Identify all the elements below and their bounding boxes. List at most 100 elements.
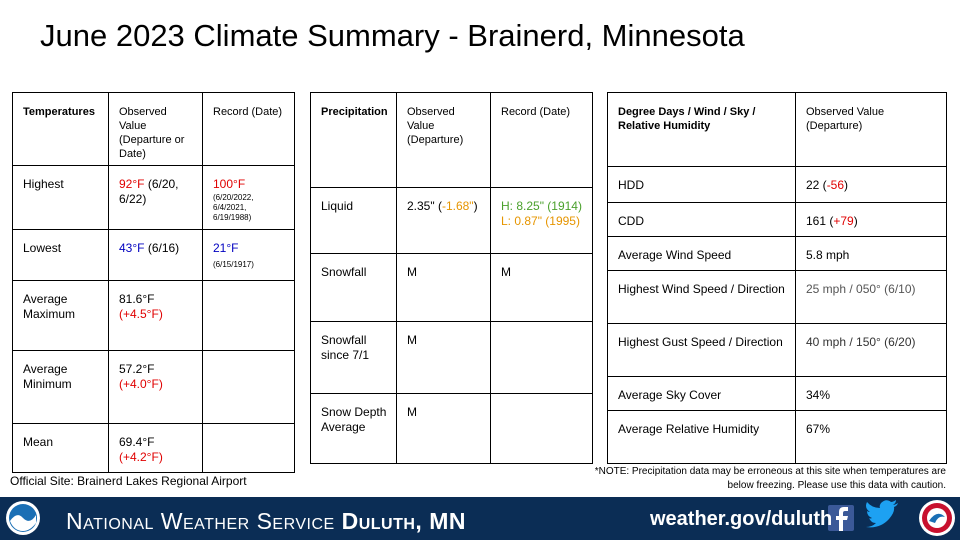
twitter-icon[interactable] [866, 500, 898, 528]
cell-line: Snow Depth [321, 405, 388, 420]
cell-line: M [407, 405, 482, 420]
cell-line: Average Relative Humidity [618, 422, 787, 437]
table-row: Liquid 2.35" (-1.68") H: 8.25" (1914) L: 0.… [310, 187, 593, 254]
official-site: Official Site: Brainerd Lakes Regional A… [10, 474, 247, 488]
table-cell [202, 423, 295, 473]
cell-text: L: 0.87" (1995) [501, 214, 580, 228]
table-cell: CDD [607, 202, 796, 237]
cell-text: 2.35" ( [407, 199, 442, 213]
cell-line: M [407, 265, 482, 280]
header-cell: Observed Value (Departure or Date) [108, 92, 203, 166]
cell-text: (6/16) [144, 241, 180, 255]
cell-line: 5.8 mph [806, 248, 938, 263]
cell-line: Maximum [23, 307, 100, 322]
table-cell: M [490, 253, 593, 322]
table-cell: H: 8.25" (1914) L: 0.87" (1995) [490, 187, 593, 254]
slide-title: June 2023 Climate Summary - Brainerd, Mi… [40, 18, 745, 53]
cell-line: HDD [618, 178, 787, 193]
cell-line: H: 8.25" (1914) [501, 199, 584, 214]
table-cell: 43°F (6/16) [108, 229, 203, 281]
header-row: Precipitation Observed Value (Departure) R… [310, 92, 593, 188]
table-row: Snowfall M M [310, 253, 593, 322]
table-row: Highest Wind Speed / Direction 25 mph / 0… [607, 270, 947, 324]
table-cell: Highest [12, 165, 109, 230]
table-row: Highest 92°F (6/20, 6/22) 100°F (6/20/2022,… [12, 165, 295, 230]
cell-text: ) [844, 178, 849, 192]
cell-line: 40 mph / 150° (6/20) [806, 335, 938, 350]
table-row: Snowfall since 7/1 M [310, 321, 593, 394]
cell-text: since 7/1 [321, 348, 370, 362]
cell-text: Highest Gust Speed / Direction [618, 335, 783, 349]
cell-text: Snowfall [321, 265, 367, 279]
note: *NOTE: Precipitation data may be erroneo… [594, 466, 946, 491]
cell-line: (6/15/1917) [213, 256, 286, 271]
cell-line: Average Wind Speed [618, 248, 787, 263]
header-cell: Degree Days / Wind / Sky / Relative Humi… [607, 92, 796, 167]
table-cell: Snowfall since 7/1 [310, 321, 397, 394]
cell-text: 100°F [213, 177, 246, 191]
cell-text: 69.4°F [119, 435, 155, 449]
nws-logo-swirl [929, 513, 945, 523]
cell-text: Snow Depth [321, 405, 387, 419]
cell-text: 43°F [119, 241, 145, 255]
cell-text: 40 mph / 150° (6/20) [806, 335, 916, 349]
cell-text: Average Wind Speed [618, 248, 732, 262]
table-row: Average Relative Humidity 67% [607, 410, 947, 464]
table-cell: 81.6°F (+4.5°F) [108, 280, 203, 351]
header-row: Degree Days / Wind / Sky / Relative Humi… [607, 92, 947, 167]
header-row: Temperatures Observed Value (Departure or… [12, 92, 295, 166]
table-cell [202, 350, 295, 424]
cell-text: 25 mph / 050° (6/10) [806, 282, 916, 296]
table-cell: 161 (+79) [795, 202, 947, 237]
table-row: Highest Gust Speed / Direction 40 mph / 1… [607, 323, 947, 377]
table-cell: 40 mph / 150° (6/20) [795, 323, 947, 377]
cell-line: 92°F (6/20, 6/22) [119, 177, 194, 207]
table-cell: 67% [795, 410, 947, 464]
cell-text: (+4.5°F) [119, 307, 163, 321]
table-cell: 92°F (6/20, 6/22) [108, 165, 203, 230]
cell-line: 34% [806, 388, 938, 403]
cell-line: CDD [618, 214, 787, 229]
cell-line: 57.2°F [119, 362, 194, 377]
cell-text: M [407, 265, 417, 279]
table-cell: 100°F (6/20/2022, 6/4/2021, 6/19/1988) [202, 165, 295, 230]
cell-text: M [407, 405, 417, 419]
table-row: Lowest 43°F (6/16) 21°F (6/15/1917) [12, 229, 295, 281]
cell-line: L: 0.87" (1995) [501, 214, 584, 229]
cell-line: Highest [23, 177, 100, 192]
facebook-f [836, 507, 848, 531]
data-table: Degree Days / Wind / Sky / Relative Humi… [607, 92, 947, 464]
cell-line: Average [23, 362, 100, 377]
website[interactable]: weather.gov/duluth [650, 508, 833, 530]
banner-graphics [6, 500, 955, 536]
cell-line: Average Sky Cover [618, 388, 787, 403]
banner [0, 497, 960, 540]
table-cell: 34% [795, 376, 947, 411]
cell-text: 5.8 mph [806, 248, 850, 262]
cell-line: M [407, 333, 482, 348]
agency-name: National Weather Service Duluth, MN [66, 508, 466, 535]
noaa-logo-bird [10, 515, 36, 531]
cell-text: 92°F [119, 177, 145, 191]
data-table: Precipitation Observed Value (Departure) R… [310, 92, 593, 464]
table-cell: 5.8 mph [795, 236, 947, 271]
data-table: Temperatures Observed Value (Departure or… [12, 92, 295, 473]
table-row: Snow Depth Average M [310, 393, 593, 464]
table-cell: M [396, 253, 491, 322]
table-cell: Highest Wind Speed / Direction [607, 270, 796, 324]
cell-line: (+4.2°F) [119, 450, 194, 465]
cell-text: -1.68" [441, 199, 474, 213]
table-row: CDD 161 (+79) [607, 202, 947, 237]
cell-text: M [501, 265, 511, 279]
table-cell: Lowest [12, 229, 109, 281]
cell-line: (+4.0°F) [119, 377, 194, 392]
table-cell: 25 mph / 050° (6/10) [795, 270, 947, 324]
cell-text: Snowfall [321, 333, 367, 347]
cell-line: Average [321, 420, 388, 435]
cell-text: Average [321, 420, 366, 434]
cell-line: 67% [806, 422, 938, 437]
cell-line: 69.4°F [119, 435, 194, 450]
cell-line: 22 (-56) [806, 178, 938, 193]
table-cell [490, 321, 593, 394]
cell-text: (6/20/2022, 6/4/2021, 6/19/1988) [213, 193, 256, 222]
